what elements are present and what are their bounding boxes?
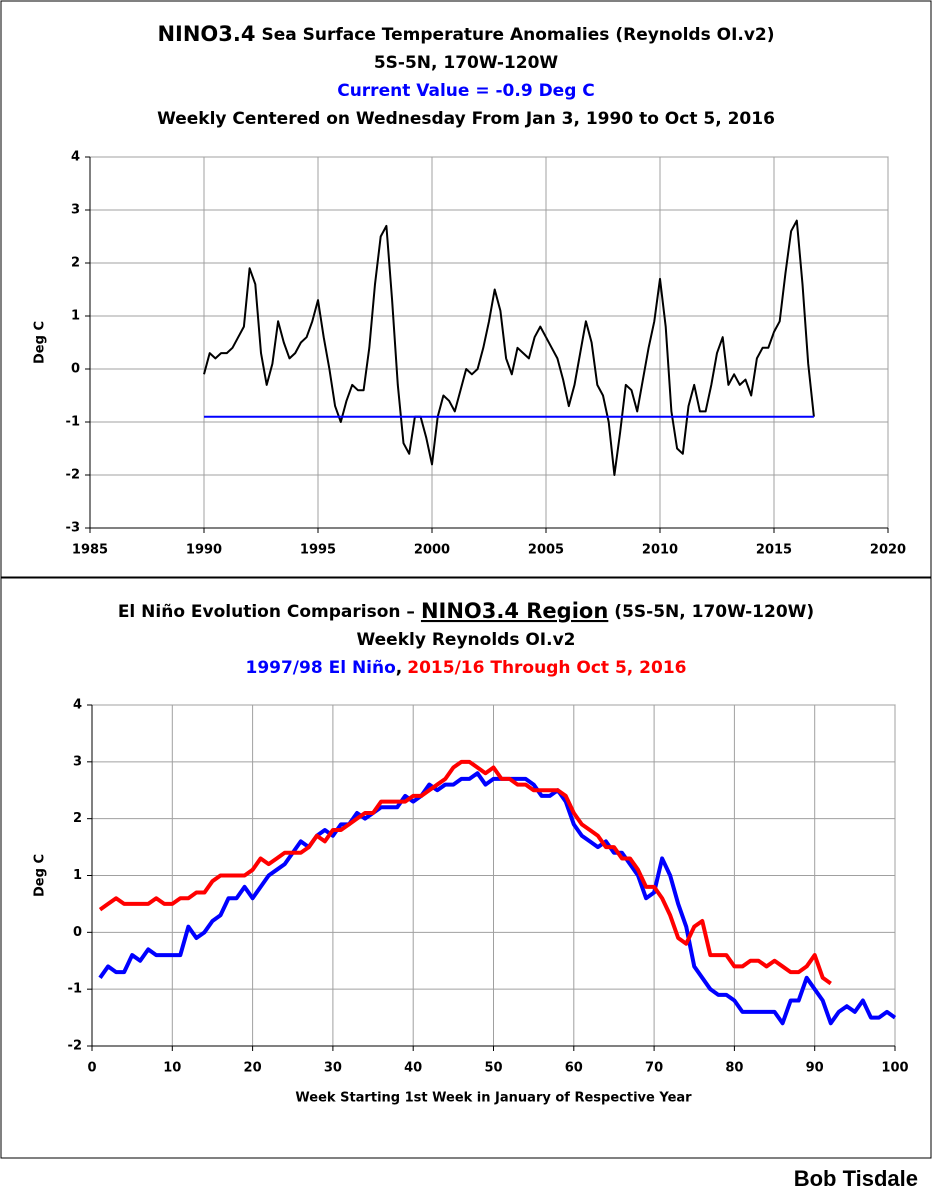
y-tick-label: 1 [71, 309, 80, 324]
x-tick-label: 70 [645, 1061, 663, 1076]
x-axis-label: Week Starting 1st Week in January of Res… [295, 1091, 692, 1106]
x-tick-label: 1990 [186, 543, 222, 558]
x-tick-label: 2000 [414, 543, 450, 558]
plot-area [89, 156, 889, 529]
x-tick-label: 1985 [72, 543, 108, 558]
data-line [203, 219, 815, 476]
x-tick-label: 60 [565, 1061, 583, 1076]
data-line [98, 759, 832, 986]
legend-entry: 2015/16 Through Oct 5, 2016 [407, 658, 686, 678]
title-part: El Niño Evolution Comparison – [118, 602, 415, 622]
y-tick-label: 0 [71, 362, 80, 377]
y-tick-label: 4 [73, 698, 82, 713]
legend: 1997/98 El Niño, 2015/16 Through Oct 5, 2… [245, 658, 686, 678]
chart-title: NINO3.4 Sea Surface Temperature Anomalies… [157, 22, 774, 46]
y-tick-label: -2 [66, 468, 80, 483]
y-tick-label: 0 [73, 925, 82, 940]
x-tick-label: 0 [87, 1061, 96, 1076]
x-tick-label: 40 [404, 1061, 422, 1076]
y-tick-label: 3 [71, 203, 80, 218]
title-part: (5S-5N, 170W-120W) [614, 602, 814, 622]
y-tick-label: 1 [73, 868, 82, 883]
subtitle: 5S-5N, 170W-120W [374, 53, 559, 73]
x-tick-label: 20 [244, 1061, 262, 1076]
y-axis-label: Deg C [33, 321, 48, 364]
x-tick-label: 50 [484, 1061, 502, 1076]
title-part: NINO3.4 [157, 22, 255, 46]
x-tick-label: 2020 [870, 543, 906, 558]
legend-separator: , [396, 658, 402, 678]
subtitle: Weekly Centered on Wednesday From Jan 3,… [157, 109, 775, 129]
chart-title: El Niño Evolution Comparison – NINO3.4 Re… [118, 599, 814, 623]
credit: Bob Tisdale [794, 1166, 918, 1191]
y-tick-label: 2 [73, 811, 82, 826]
x-tick-label: 2005 [528, 543, 564, 558]
x-tick-label: 30 [324, 1061, 342, 1076]
x-tick-label: 10 [163, 1061, 181, 1076]
y-tick-label: 3 [73, 754, 82, 769]
y-tick-label: -1 [68, 982, 82, 997]
subtitle: Current Value = -0.9 Deg C [337, 81, 595, 101]
x-tick-label: 2010 [642, 543, 678, 558]
y-tick-label: -3 [66, 521, 80, 536]
x-tick-label: 80 [725, 1061, 743, 1076]
legend-entry: 1997/98 El Niño [245, 658, 395, 678]
x-tick-label: 1995 [300, 543, 336, 558]
subtitle: Weekly Reynolds OI.v2 [357, 630, 576, 650]
x-tick-label: 2015 [756, 543, 792, 558]
y-tick-label: -2 [68, 1039, 82, 1054]
y-tick-label: 2 [71, 256, 80, 271]
chart-frame [0, 0, 932, 578]
chart-frame [0, 577, 932, 1159]
data-line [98, 771, 897, 1026]
y-tick-label: -1 [66, 415, 80, 430]
title-part: Sea Surface Temperature Anomalies (Reyno… [262, 25, 775, 45]
title-part: NINO3.4 Region [421, 599, 608, 623]
y-axis-label: Deg C [33, 854, 48, 897]
x-tick-label: 100 [881, 1061, 908, 1076]
y-tick-label: 4 [71, 150, 80, 165]
x-tick-label: 90 [806, 1061, 824, 1076]
